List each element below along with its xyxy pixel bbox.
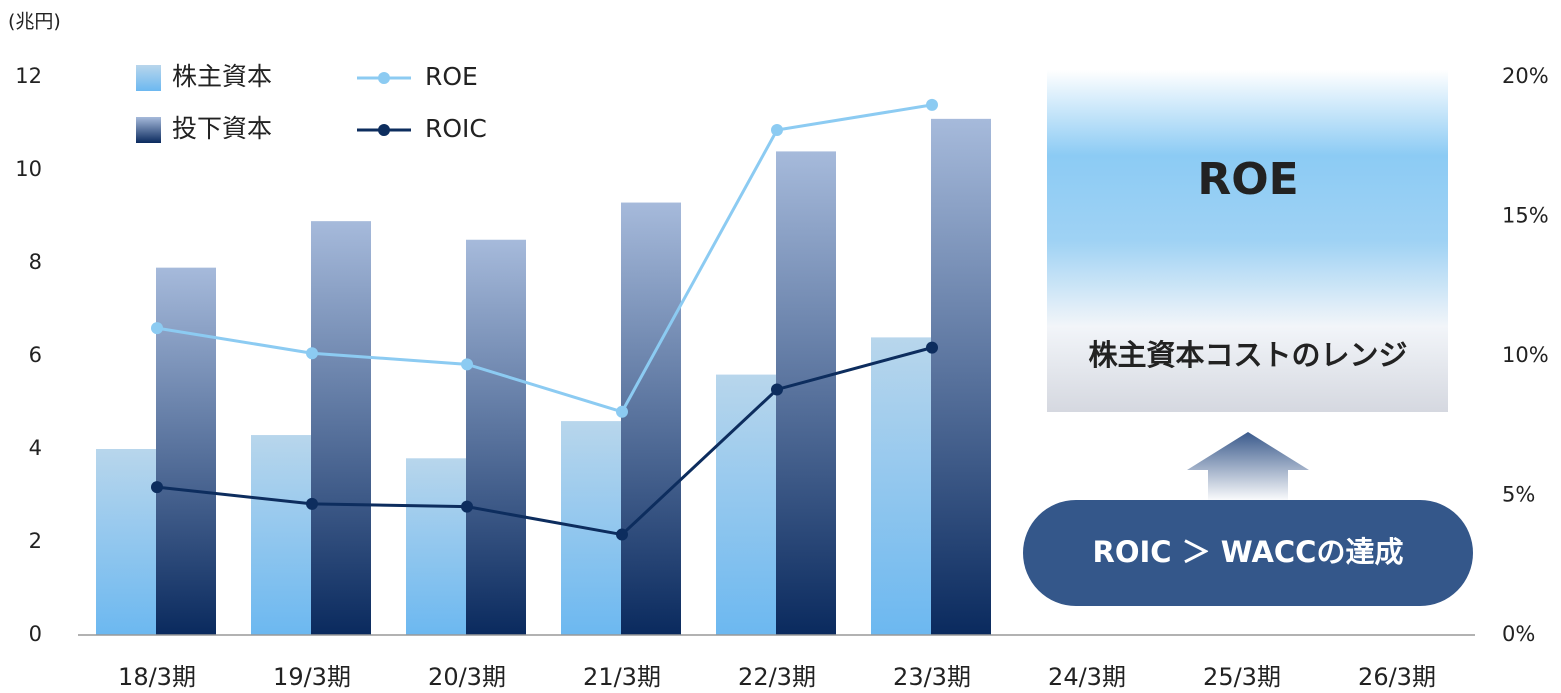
x-tick-label: 26/3期: [1358, 663, 1436, 691]
bar: [776, 151, 836, 635]
annotation: ROE: [1197, 154, 1298, 205]
bar: [716, 374, 776, 635]
legend-label: ROE: [425, 62, 478, 91]
line: [156, 346, 933, 537]
bar: [621, 202, 681, 636]
bar: [96, 449, 156, 635]
roe-range-box: [1047, 70, 1448, 412]
point: [306, 347, 318, 360]
legend-label: 株主資本: [172, 62, 272, 91]
point: [616, 528, 628, 541]
x-tick-label: 19/3期: [273, 663, 351, 691]
legend-marker: [378, 124, 390, 136]
annotation: 株主資本コストのレンジ: [1088, 338, 1407, 372]
y-tick-label: 10: [15, 157, 42, 181]
x-tick-label: 24/3期: [1048, 663, 1126, 691]
point: [616, 405, 628, 418]
annotation: ROIC ＞ WACCの達成: [1093, 535, 1404, 569]
x-tick-label: 18/3期: [118, 663, 196, 691]
y2-tick-label: 15%: [1502, 204, 1549, 228]
bar: [156, 267, 216, 635]
bar: [311, 221, 371, 635]
bar: [466, 239, 526, 635]
y-tick-label: 2: [29, 529, 42, 553]
x-tick-label: 23/3期: [893, 663, 971, 691]
point: [771, 124, 783, 137]
y2-tick-label: 5%: [1502, 483, 1535, 507]
legend-swatch: [136, 65, 161, 91]
y-tick-label: 6: [29, 343, 42, 367]
bar: [406, 458, 466, 635]
x-tick-label: 20/3期: [428, 663, 506, 691]
y-tick-label: 12: [15, 64, 42, 88]
x-tick-label: 21/3期: [583, 663, 661, 691]
bar: [931, 118, 991, 636]
line: [156, 103, 933, 414]
legend-swatch: [136, 117, 161, 143]
x-tick-label: 25/3期: [1203, 663, 1281, 691]
y2-tick-label: 20%: [1502, 64, 1549, 88]
y2-tick-label: 10%: [1502, 343, 1549, 367]
bar: [251, 435, 311, 635]
y-tick-label: 0: [29, 622, 42, 646]
point: [461, 358, 473, 371]
point: [926, 341, 938, 354]
point: [771, 383, 783, 396]
y-tick-label: 8: [29, 250, 42, 274]
y-tick-label: 4: [29, 436, 42, 460]
x-tick-label: 22/3期: [738, 663, 816, 691]
legend-label: 投下資本: [172, 114, 272, 143]
point: [926, 98, 938, 111]
arrow: [1187, 432, 1309, 502]
legend-label: ROIC: [425, 114, 487, 143]
bar: [871, 337, 931, 635]
legend-marker: [378, 72, 390, 84]
pill: [1023, 500, 1473, 606]
point: [461, 500, 473, 513]
y2-tick-label: 0%: [1502, 622, 1535, 646]
point: [151, 481, 163, 494]
y-axis-unit: (兆円): [8, 11, 61, 33]
point: [306, 497, 318, 510]
point: [151, 322, 163, 335]
